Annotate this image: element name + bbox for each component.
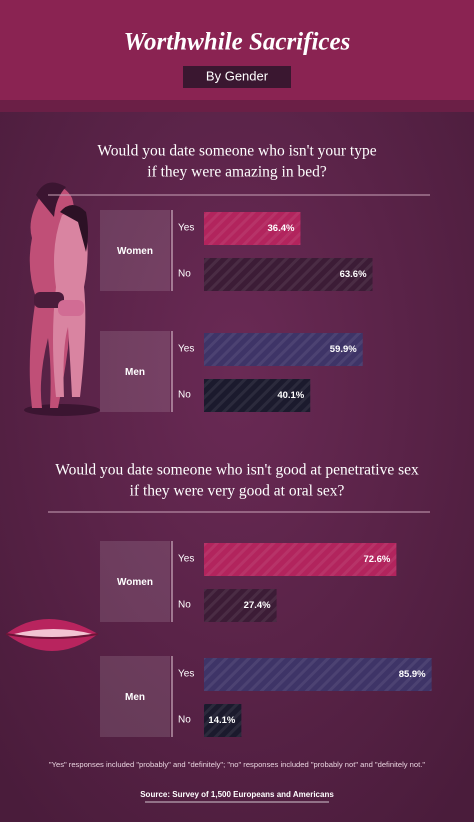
- source: Source: Survey of 1,500 Europeans and Am…: [140, 790, 334, 799]
- subtitle: By Gender: [206, 68, 269, 83]
- group-label: Men: [125, 692, 145, 703]
- value-label: 36.4%: [268, 223, 295, 234]
- bar: [204, 212, 301, 245]
- category-label: No: [178, 715, 191, 726]
- title: Worthwhile Sacrifices: [124, 29, 351, 56]
- header-shadow: [0, 100, 474, 112]
- question: Would you date someone who isn't your ty…: [97, 143, 376, 160]
- question: Would you date someone who isn't good at…: [55, 462, 419, 479]
- value-label: 72.6%: [363, 554, 390, 565]
- bar: [204, 379, 311, 412]
- bar: [204, 333, 363, 366]
- category-label: No: [178, 600, 191, 611]
- bar: [204, 589, 277, 622]
- value-label: 40.1%: [277, 390, 304, 401]
- category-label: Yes: [178, 344, 194, 355]
- category-label: No: [178, 269, 191, 280]
- couple-illustration: [24, 182, 100, 416]
- question: if they were very good at oral sex?: [130, 483, 345, 500]
- category-label: Yes: [178, 554, 194, 565]
- subtitle-badge: [183, 66, 291, 88]
- value-label: 63.6%: [340, 269, 367, 280]
- group-box: [100, 656, 170, 737]
- category-label: No: [178, 390, 191, 401]
- group-label: Women: [117, 246, 153, 257]
- value-label: 85.9%: [399, 669, 426, 680]
- footnote: "Yes" responses included "probably" and …: [49, 760, 425, 769]
- question: if they were amazing in bed?: [147, 164, 327, 181]
- group-label: Men: [125, 367, 145, 378]
- category-label: Yes: [178, 669, 194, 680]
- lips-illustration: [5, 619, 99, 651]
- bar: [204, 258, 373, 291]
- group-box: [100, 331, 170, 412]
- bar: [204, 704, 242, 737]
- group-box: [100, 210, 170, 291]
- category-label: Yes: [178, 223, 194, 234]
- value-label: 59.9%: [330, 344, 357, 355]
- value-label: 27.4%: [244, 600, 271, 611]
- group-box: [100, 541, 170, 622]
- bar: [204, 658, 432, 691]
- bar: [204, 543, 397, 576]
- group-label: Women: [117, 577, 153, 588]
- value-label: 14.1%: [208, 715, 235, 726]
